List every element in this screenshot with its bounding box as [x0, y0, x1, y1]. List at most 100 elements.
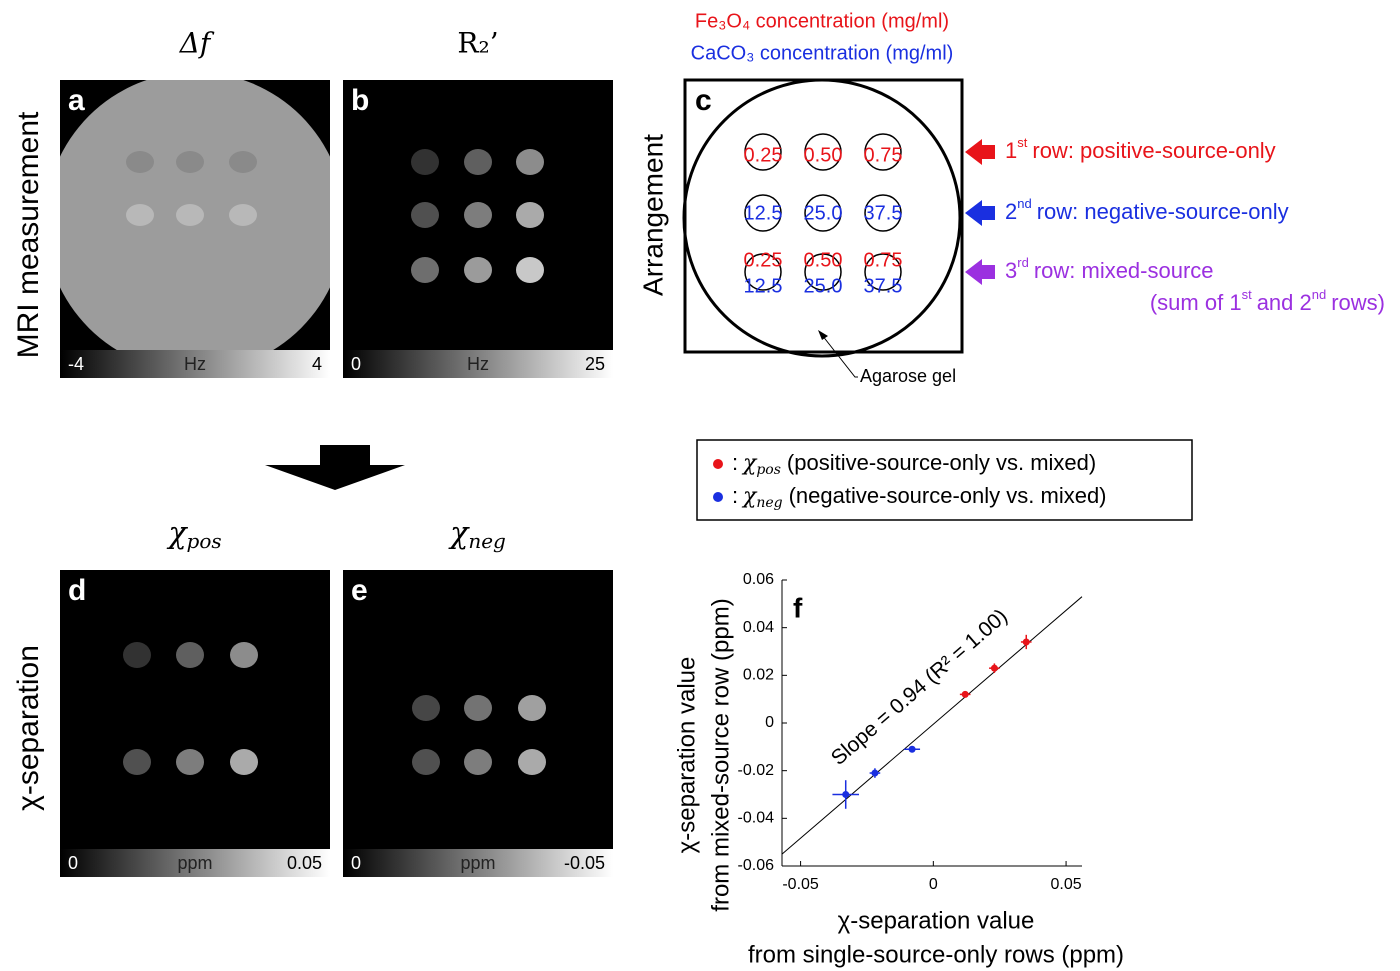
panel-letter: f: [793, 592, 803, 623]
sample-spot: [464, 257, 492, 283]
mri-image: [343, 80, 613, 378]
sample-spot: [464, 749, 492, 775]
sample-spot: [464, 202, 492, 228]
row-description: 2ndrow: negative-source-only: [1005, 196, 1289, 223]
row-label: MRI measurement: [12, 111, 45, 358]
y-axis-label: from mixed-source row (ppm): [707, 598, 734, 911]
colorbar-unit: ppm: [460, 853, 495, 873]
colorbar-max: 25: [585, 354, 605, 374]
x-axis-label: from single-source-only rows (ppm): [748, 941, 1124, 968]
y-tick-label: -0.04: [738, 810, 775, 827]
point: [991, 665, 998, 672]
panel-letter: c: [695, 84, 712, 117]
y-tick-label: 0.06: [743, 571, 774, 588]
fe-concentration: 0.50: [804, 249, 843, 271]
sample-spot: [126, 151, 154, 173]
colorbar-unit: ppm: [177, 853, 212, 873]
fe-concentration: 0.50: [804, 144, 843, 166]
row-ordinal-suffix: st: [1017, 135, 1028, 150]
row-arrow: [965, 139, 995, 165]
panel-letter: d: [68, 574, 86, 607]
sample-spot: [516, 202, 544, 228]
row-ordinal: 3: [1005, 258, 1017, 283]
note-part: and 2: [1257, 290, 1312, 315]
sample-spot: [411, 202, 439, 228]
legend-entry: χpos(positive-source-only vs. mixed): [741, 450, 1096, 478]
fe-concentration: 0.25: [744, 249, 783, 271]
fe-concentration: 0.25: [744, 144, 783, 166]
row-arrow: [965, 200, 995, 226]
row-label: χ-separation: [12, 645, 45, 811]
note-part: rows): [1331, 290, 1385, 315]
caco-concentration: 37.5: [864, 275, 903, 297]
colorbar-unit: Hz: [467, 354, 489, 374]
colorbar-min: 0: [68, 853, 78, 873]
sample-spot: [176, 749, 204, 775]
sample-spot: [230, 749, 258, 775]
legend-name: (positive-source-only vs. mixed): [787, 450, 1096, 475]
panel-title: χpos: [166, 516, 221, 553]
figure: MRI measurement χ-separation -4Hz4aΔf0Hz…: [0, 0, 1400, 971]
legend-sub: neg: [756, 495, 782, 511]
panel-title: Δf: [179, 27, 215, 60]
panel-letter: b: [351, 84, 369, 117]
sample-spot: [176, 204, 204, 226]
colorbar-max: -0.05: [564, 853, 605, 873]
sample-spot: [412, 749, 440, 775]
row-ordinal-suffix: rd: [1017, 255, 1029, 270]
y-tick-label: -0.06: [738, 857, 775, 874]
sample-spot: [229, 204, 257, 226]
colorbar-min: 0: [351, 354, 361, 374]
y-axis-label: χ-separation value: [673, 657, 700, 854]
row-text: row: positive-source-only: [1032, 138, 1275, 163]
row-note: (sum of 1st and 2nd rows): [1150, 287, 1385, 314]
note-sup: st: [1242, 287, 1253, 302]
panel-title: R₂’: [457, 27, 498, 60]
legend-colon: :: [732, 450, 738, 475]
title-symbol: χ: [448, 516, 470, 551]
caco-concentration: 25.0: [804, 275, 843, 297]
chart-annotation: Slope = 0.94 (R² = 1.00): [827, 605, 1012, 770]
arrangement-label: Arrangement: [637, 134, 668, 296]
colorbar-max: 0.05: [287, 853, 322, 873]
down-arrow: [265, 445, 405, 490]
fe-concentration: 0.75: [864, 249, 903, 271]
title-sub: pos: [187, 529, 222, 553]
caco-concentration: 12.5: [744, 275, 783, 297]
row-ordinal: 2: [1005, 199, 1017, 224]
point: [1023, 638, 1030, 645]
row-description: 1strow: positive-source-only: [1005, 135, 1276, 162]
sample-spot: [516, 257, 544, 283]
note-part: (sum of 1: [1150, 290, 1242, 315]
x-tick-label: -0.05: [782, 876, 819, 893]
sample-spot: [518, 749, 546, 775]
colorbar-min: 0: [351, 853, 361, 873]
point: [909, 746, 916, 753]
fit-line: [782, 597, 1082, 854]
gel-label: Agarose gel: [860, 366, 956, 386]
x-tick-label: 0: [929, 876, 938, 893]
point: [842, 791, 849, 798]
legend-colon: :: [732, 483, 738, 508]
sample-spot: [411, 149, 439, 175]
legend-entry: χneg(negative-source-only vs. mixed): [741, 483, 1107, 511]
legend-marker: [713, 492, 723, 502]
title-symbol: χ: [166, 516, 188, 551]
concentration-legend: Fe₃O₄ concentration (mg/ml): [695, 10, 949, 32]
y-tick-label: 0: [765, 714, 774, 731]
panel-letter: e: [351, 574, 368, 607]
mri-image: [60, 570, 330, 877]
point: [871, 770, 878, 777]
panel-letter: a: [68, 84, 85, 117]
sample-spot: [464, 695, 492, 721]
colorbar-min: -4: [68, 354, 84, 374]
y-tick-label: 0.04: [743, 619, 774, 636]
concentration-legend: CaCO₃ concentration (mg/ml): [691, 42, 954, 64]
row-arrow: [965, 259, 995, 285]
sample-spot: [176, 642, 204, 668]
note-sup: nd: [1312, 287, 1326, 302]
sample-spot: [516, 149, 544, 175]
y-tick-label: -0.02: [738, 762, 775, 779]
sample-spot: [126, 204, 154, 226]
